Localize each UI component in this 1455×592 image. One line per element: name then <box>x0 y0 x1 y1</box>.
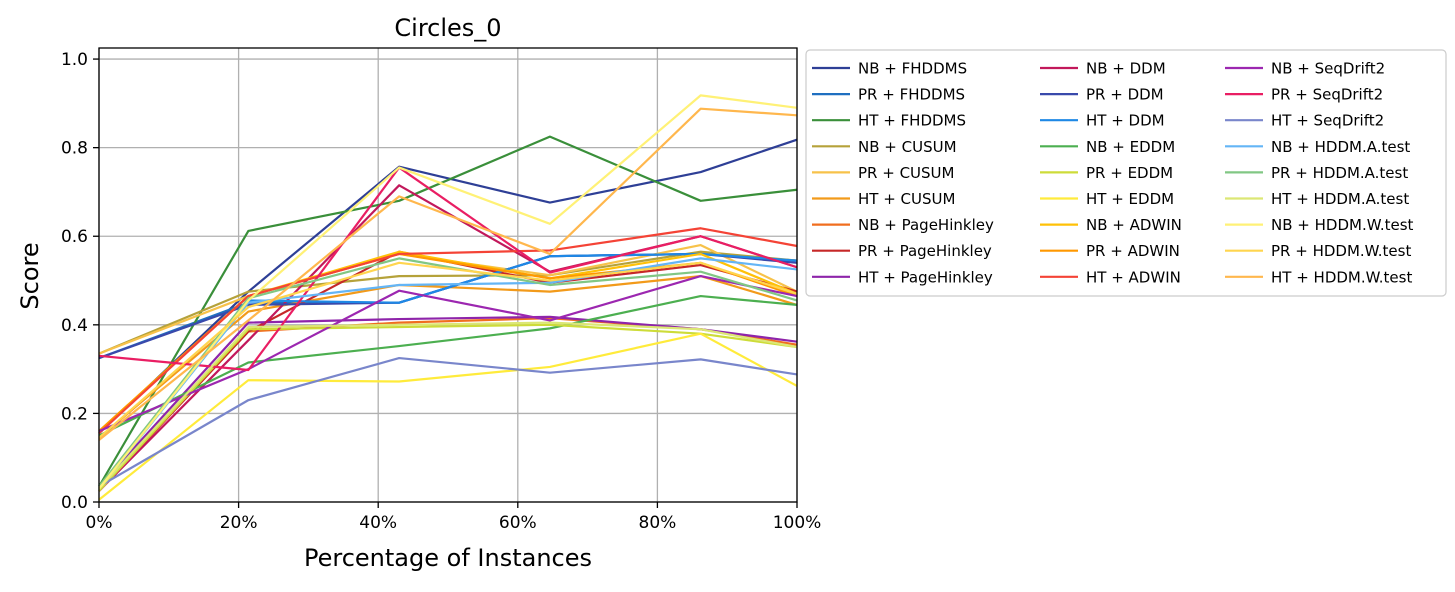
y-tick-label: 0.6 <box>61 227 88 247</box>
legend-label: NB + HDDM.W.test <box>1271 216 1414 234</box>
legend: NB + FHDDMS PR + FHDDMS HT + FHDDMS NB + CU… <box>805 49 1447 297</box>
legend-label: NB + CUSUM <box>858 138 957 156</box>
legend-label: PR + ADWIN <box>1086 242 1180 260</box>
legend-label: HT + CUSUM <box>858 190 955 208</box>
series-line-ht-pagehinkley <box>98 315 798 488</box>
series-line-nb-hddm-w-test <box>98 94 798 490</box>
legend-label: PR + PageHinkley <box>858 242 992 260</box>
series-line-nb-eddm <box>98 294 798 437</box>
legend-entry: HT + PageHinkley <box>812 268 993 286</box>
series-line-ht-eddm <box>98 332 798 501</box>
legend-entry: PR + EDDM <box>1040 164 1173 182</box>
x-axis-title: Percentage of Instances <box>304 544 592 572</box>
y-tick-label: 0.2 <box>61 404 88 424</box>
legend-entry: PR + HDDM.A.test <box>1225 164 1408 182</box>
series-lines <box>98 94 798 501</box>
legend-label: PR + HDDM.A.test <box>1271 164 1408 182</box>
x-tick-label: 60% <box>499 513 537 533</box>
axes: 0% 20% 40% 60% 80% 100% 0.0 0.2 0.4 0.6 0.8 1.0 <box>61 47 822 533</box>
series-line-ht-seqdrift2 <box>98 356 798 488</box>
legend-label: NB + DDM <box>1086 60 1166 78</box>
y-tick-label: 0.8 <box>61 139 88 159</box>
legend-entry: NB + FHDDMS <box>812 60 967 78</box>
legend-label: PR + EDDM <box>1086 164 1173 182</box>
legend-label: HT + SeqDrift2 <box>1271 112 1384 130</box>
series-line-nb-pagehinkley <box>98 317 798 492</box>
legend-box <box>805 49 1447 297</box>
legend-entry: PR + PageHinkley <box>812 242 992 260</box>
legend-entry: NB + SeqDrift2 <box>1225 60 1385 78</box>
legend-label: PR + FHDDMS <box>858 86 965 104</box>
legend-label: NB + PageHinkley <box>858 216 994 234</box>
series-line-ht-hddm-w-test <box>98 107 798 441</box>
series-line-nb-seqdrift2 <box>98 275 798 433</box>
series-line-pr-adwin <box>98 252 798 432</box>
legend-label: HT + EDDM <box>1086 190 1174 208</box>
series-line-nb-hddm-a-test <box>98 257 798 490</box>
y-tick-label: 1.0 <box>61 50 88 70</box>
legend-entry: HT + SeqDrift2 <box>1225 112 1384 130</box>
legend-label: PR + DDM <box>1086 86 1164 104</box>
legend-entry: NB + HDDM.A.test <box>1225 138 1410 156</box>
legend-label: PR + SeqDrift2 <box>1271 86 1383 104</box>
legend-label: HT + DDM <box>1086 112 1165 130</box>
legend-entry: HT + DDM <box>1040 112 1165 130</box>
legend-entry: NB + HDDM.W.test <box>1225 216 1414 234</box>
y-tick-label: 0.0 <box>61 493 88 513</box>
legend-entry: PR + SeqDrift2 <box>1225 86 1383 104</box>
series-line-nb-fhddms <box>98 138 798 435</box>
legend-label: NB + SeqDrift2 <box>1271 60 1385 78</box>
legend-label: HT + PageHinkley <box>858 268 993 286</box>
legend-entry: HT + ADWIN <box>1040 268 1181 286</box>
legend-entry: PR + HDDM.W.test <box>1225 242 1411 260</box>
legend-entry: NB + PageHinkley <box>812 216 994 234</box>
legend-entry: PR + FHDDMS <box>812 86 965 104</box>
plot-frame <box>98 47 798 503</box>
legend-label: NB + ADWIN <box>1086 216 1182 234</box>
x-tick-label: 100% <box>773 513 822 533</box>
series-line-ht-adwin <box>98 227 798 435</box>
series-line-ht-hddm-a-test <box>98 321 798 490</box>
series-line-pr-seqdrift2 <box>98 166 798 372</box>
legend-entry: HT + HDDM.A.test <box>1225 190 1409 208</box>
x-tick-label: 80% <box>639 513 677 533</box>
legend-entry: NB + ADWIN <box>1040 216 1182 234</box>
legend-entry: NB + CUSUM <box>812 138 957 156</box>
series-line-pr-hddm-w-test <box>98 261 798 439</box>
legend-entry: PR + ADWIN <box>1040 242 1180 260</box>
x-tick-label: 40% <box>359 513 397 533</box>
x-tick-label: 20% <box>220 513 258 533</box>
legend-label: PR + CUSUM <box>858 164 954 182</box>
legend-label: HT + FHDDMS <box>858 112 966 130</box>
y-axis-title: Score <box>16 242 44 309</box>
x-tick-label: 0% <box>86 513 113 533</box>
legend-label: HT + HDDM.W.test <box>1271 268 1412 286</box>
series-line-ht-fhddms <box>98 135 798 488</box>
legend-entry: PR + DDM <box>1040 86 1164 104</box>
legend-label: NB + EDDM <box>1086 138 1175 156</box>
legend-label: PR + HDDM.W.test <box>1271 242 1411 260</box>
legend-label: NB + HDDM.A.test <box>1271 138 1410 156</box>
legend-entry: NB + DDM <box>1040 60 1166 78</box>
legend-label: HT + HDDM.A.test <box>1271 190 1409 208</box>
legend-entry: NB + EDDM <box>1040 138 1175 156</box>
legend-label: HT + ADWIN <box>1086 268 1181 286</box>
legend-entry: HT + HDDM.W.test <box>1225 268 1412 286</box>
legend-entry: HT + EDDM <box>1040 190 1174 208</box>
chart-title: Circles_0 <box>394 14 501 42</box>
series-line-pr-eddm <box>98 323 798 492</box>
legend-entry: HT + CUSUM <box>812 190 955 208</box>
y-tick-label: 0.4 <box>61 316 88 336</box>
legend-entry: PR + CUSUM <box>812 164 954 182</box>
legend-label: NB + FHDDMS <box>858 60 967 78</box>
legend-entry: HT + FHDDMS <box>812 112 966 130</box>
